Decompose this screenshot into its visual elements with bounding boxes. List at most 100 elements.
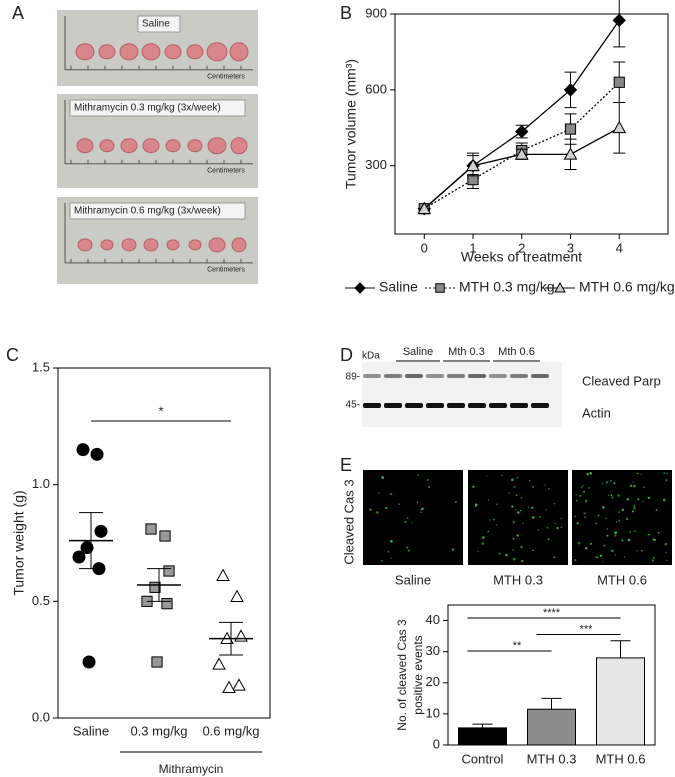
band <box>510 374 528 378</box>
signal <box>637 472 639 475</box>
significance-label: ** <box>513 640 522 652</box>
y-tick-label: 900 <box>365 5 387 20</box>
signal <box>602 561 604 563</box>
lane-label: Saline <box>403 346 434 358</box>
signal <box>588 487 590 489</box>
y-tick-label: 30 <box>426 643 440 658</box>
point <box>76 443 90 457</box>
signal <box>553 556 556 559</box>
significance-label: * <box>158 403 163 418</box>
signal <box>389 492 393 496</box>
band <box>468 374 486 378</box>
signal <box>531 506 534 510</box>
micrograph <box>363 470 463 565</box>
signal <box>577 541 581 545</box>
tumor <box>75 43 95 61</box>
tumor <box>119 43 139 61</box>
signal <box>601 483 604 485</box>
signal <box>406 517 409 519</box>
signal <box>579 494 582 497</box>
point <box>94 524 108 538</box>
signal <box>512 537 515 540</box>
signal <box>662 498 666 502</box>
signal <box>633 507 636 510</box>
band <box>384 403 402 408</box>
signal <box>487 499 490 501</box>
signal <box>584 546 588 550</box>
signal <box>381 559 383 562</box>
y-axis-label: Tumor volume (mm³) <box>343 59 359 189</box>
signal <box>486 475 488 477</box>
band <box>363 403 381 408</box>
signal <box>426 478 429 481</box>
signal <box>663 472 666 475</box>
tumor <box>121 238 137 252</box>
point <box>82 655 96 669</box>
y-tick-label: 1.0 <box>32 476 50 491</box>
y-tick-label: 10 <box>426 705 440 720</box>
signal <box>605 481 609 484</box>
series-line <box>423 19 620 210</box>
signal <box>421 507 424 510</box>
signal <box>428 486 431 489</box>
signal <box>589 471 592 475</box>
point <box>72 550 86 564</box>
signal <box>515 494 518 497</box>
signal <box>416 501 419 504</box>
point <box>613 76 625 88</box>
signal <box>629 530 632 533</box>
y-tick-label: 0.5 <box>32 593 50 608</box>
signal <box>613 482 616 485</box>
point <box>159 530 171 542</box>
signal <box>618 511 621 514</box>
band <box>489 403 507 408</box>
legend-marker <box>354 282 366 294</box>
signal <box>652 538 655 541</box>
y-tick-label: 600 <box>365 81 387 96</box>
signal <box>635 473 638 475</box>
signal <box>454 500 457 503</box>
ruler-label: Centimeters <box>207 74 245 81</box>
tumor <box>77 238 93 252</box>
band <box>447 374 465 378</box>
blot-marker: 89- <box>346 372 360 383</box>
signal <box>665 479 668 482</box>
signal <box>664 542 668 546</box>
signal <box>655 508 658 511</box>
point <box>234 629 248 642</box>
signal <box>516 534 520 537</box>
blot-unit: kDa <box>362 351 380 362</box>
band <box>384 374 402 378</box>
signal <box>627 538 631 542</box>
signal <box>589 542 593 545</box>
x-tick-label: 2 <box>518 240 525 255</box>
band <box>531 403 549 408</box>
signal <box>407 549 410 552</box>
legend-label: MTH 0.3 mg/kg <box>459 279 555 295</box>
stain-label: Cleaved Cas 3 <box>341 479 356 564</box>
tumor <box>188 239 202 251</box>
sem-bar <box>219 621 243 656</box>
signal <box>527 506 530 508</box>
signal <box>531 516 535 519</box>
micrograph-label: MTH 0.6 <box>597 572 647 587</box>
signal <box>496 524 498 526</box>
signal <box>618 519 621 522</box>
y-tick-label: 0.0 <box>32 709 50 724</box>
signal <box>515 509 517 511</box>
legend-marker <box>435 283 445 293</box>
bar <box>596 657 645 746</box>
point <box>514 147 529 160</box>
micrograph <box>468 470 568 565</box>
x-tick-label: 0 <box>421 240 428 255</box>
signal <box>625 517 629 521</box>
signal <box>606 534 609 537</box>
signal <box>603 544 606 547</box>
tumor <box>206 42 228 62</box>
signal <box>574 558 577 562</box>
signal <box>640 473 642 476</box>
signal <box>474 504 477 507</box>
signal <box>560 526 563 529</box>
signal <box>545 509 548 511</box>
point <box>417 201 432 215</box>
